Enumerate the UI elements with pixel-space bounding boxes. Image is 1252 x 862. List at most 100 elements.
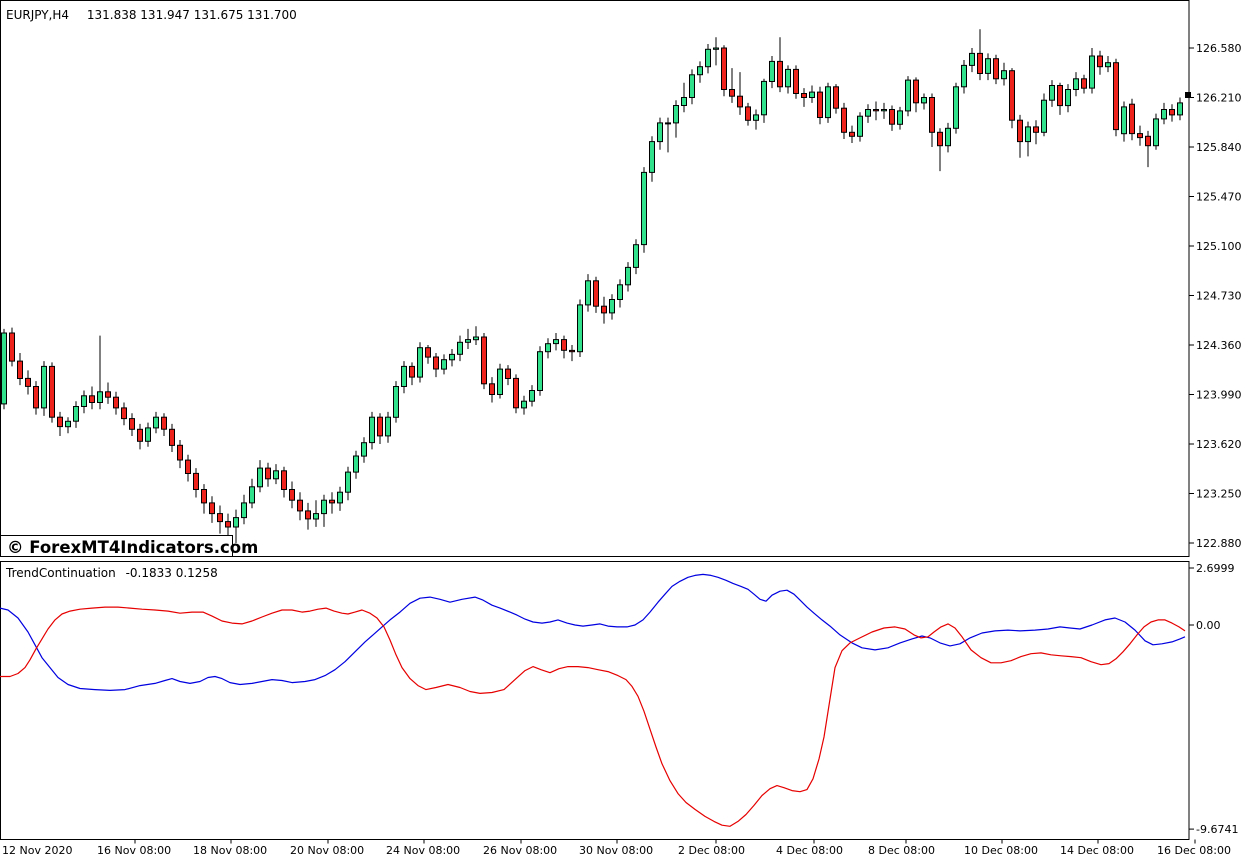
candle-body — [721, 47, 727, 90]
candle-body — [833, 86, 839, 109]
indicator-panel[interactable] — [0, 561, 1190, 840]
candle-body — [193, 472, 199, 490]
candle-body — [1169, 109, 1175, 116]
candle-body — [209, 502, 215, 515]
candlestick-series — [1, 29, 1183, 543]
price-panel[interactable] — [0, 0, 1190, 557]
candle-body — [961, 64, 967, 88]
price-axis-label: 126.580 — [1196, 42, 1242, 55]
candle-body — [681, 97, 687, 106]
candle-body — [1001, 70, 1007, 80]
candle-body — [105, 391, 111, 398]
indicator-title: TrendContinuation -0.1833 0.1258 — [5, 566, 218, 580]
date-label: 10 Dec 08:00 — [964, 844, 1038, 857]
candle-body — [465, 339, 471, 343]
candle-body — [1049, 85, 1055, 101]
candle-body — [809, 91, 815, 98]
price-axis-label: 124.730 — [1196, 290, 1242, 303]
candle-body — [585, 280, 591, 306]
candle-body — [1081, 78, 1087, 89]
price-axis-label: 123.990 — [1196, 389, 1242, 402]
candle-body — [97, 391, 103, 403]
last-price-marker — [1185, 92, 1191, 98]
candle-body — [345, 471, 351, 493]
candle-body — [729, 89, 735, 97]
candle-body — [537, 351, 543, 392]
date-label: 16 Nov 08:00 — [97, 844, 171, 857]
candle-body — [57, 416, 63, 428]
candle-body — [33, 386, 39, 409]
candle-body — [905, 79, 911, 112]
date-label: 30 Nov 08:00 — [579, 844, 653, 857]
candle-body — [505, 368, 511, 380]
candle-body — [1177, 102, 1183, 116]
candle-body — [225, 521, 231, 528]
candle-body — [441, 359, 447, 370]
candle-body — [377, 416, 383, 437]
candle-body — [561, 339, 567, 351]
price-axis[interactable]: 126.580 126.210 125.840 125.470 125.100 124.7… — [1189, 42, 1242, 550]
symbol-period-label: EURJPY,H4 — [6, 8, 69, 22]
candle-body — [497, 368, 503, 396]
candle-body — [929, 97, 935, 133]
price-axis-label: 124.360 — [1196, 339, 1242, 352]
candle-body — [457, 341, 463, 355]
candle-body — [1033, 126, 1039, 133]
candle-body — [1, 332, 7, 405]
candle-body — [281, 470, 287, 490]
candle-body — [385, 416, 391, 437]
price-axis-label: 126.210 — [1196, 92, 1242, 105]
candle-body — [313, 513, 319, 520]
candle-body — [665, 122, 671, 125]
candle-body — [81, 395, 87, 407]
indicator-axis-label: -9.6741 — [1196, 823, 1238, 836]
candle-body — [233, 517, 239, 528]
indicator-axis-label: 0.00 — [1196, 619, 1221, 632]
candle-body — [89, 395, 95, 403]
candle-body — [761, 80, 767, 116]
candle-body — [617, 284, 623, 300]
candle-body — [1105, 62, 1111, 68]
candle-body — [1113, 62, 1119, 131]
candle-body — [857, 115, 863, 137]
candle-body — [545, 343, 551, 353]
price-axis-label: 123.250 — [1196, 488, 1242, 501]
candle-body — [785, 68, 791, 88]
candle-body — [953, 86, 959, 129]
candle-body — [977, 52, 983, 75]
price-axis-label: 125.470 — [1196, 191, 1242, 204]
candle-body — [657, 122, 663, 143]
price-axis-label: 125.100 — [1196, 240, 1242, 253]
indicator-axis[interactable]: 2.6999 0.00 -9.6741 — [1189, 562, 1238, 836]
time-axis[interactable]: 12 Nov 2020 16 Nov 08:00 18 Nov 08:00 20 No… — [2, 839, 1231, 858]
candle-body — [1161, 109, 1167, 120]
candle-body — [489, 383, 495, 395]
candle-body — [897, 110, 903, 125]
candle-body — [969, 52, 975, 66]
candle-body — [529, 390, 535, 402]
candle-body — [769, 60, 775, 83]
candle-body — [993, 58, 999, 80]
candle-body — [1129, 103, 1135, 135]
candle-body — [337, 491, 343, 504]
candle-body — [865, 109, 871, 117]
candle-body — [1121, 106, 1127, 135]
candle-body — [881, 109, 887, 112]
candle-body — [297, 499, 303, 512]
candle-body — [169, 428, 175, 446]
candle-body — [449, 353, 455, 361]
candle-body — [1041, 99, 1047, 133]
candle-body — [17, 360, 23, 380]
candle-body — [649, 141, 655, 173]
candle-body — [921, 97, 927, 104]
price-axis-label: 125.840 — [1196, 141, 1242, 154]
candle-body — [249, 486, 255, 504]
candle-body — [1057, 85, 1063, 107]
candle-body — [521, 400, 527, 409]
candle-body — [777, 60, 783, 88]
candle-body — [1153, 118, 1159, 147]
candle-body — [329, 499, 335, 504]
candle-body — [321, 499, 327, 515]
date-label: 4 Dec 08:00 — [776, 844, 843, 857]
